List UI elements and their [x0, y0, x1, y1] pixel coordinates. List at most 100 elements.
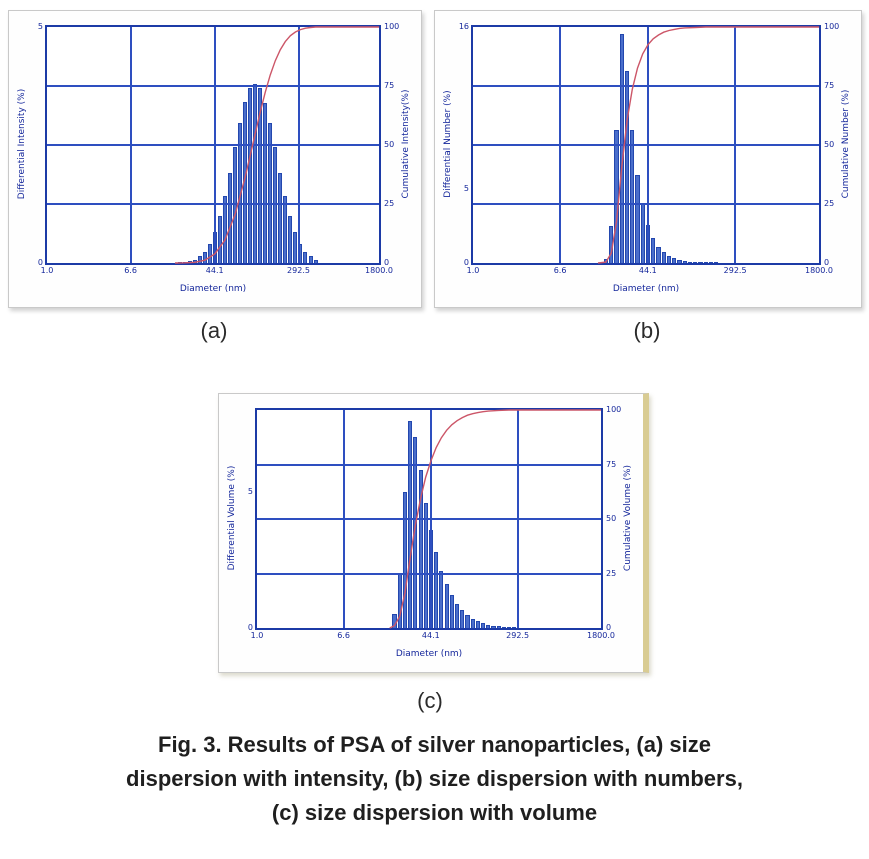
panel-label-b: (b) — [633, 318, 661, 343]
gridline-horizontal — [47, 85, 379, 87]
right-tick-label: 100 — [384, 22, 400, 31]
right-tick-label: 25 — [606, 568, 617, 578]
caption-line: (c) size dispersion with volume — [271, 800, 598, 825]
chart-panel-a: Differential Intensity (%) Cumulative In… — [8, 10, 422, 308]
histogram-bar — [481, 623, 486, 628]
left-tick-label: 16 — [458, 22, 469, 31]
histogram-bar — [253, 83, 258, 263]
histogram-bar — [708, 262, 714, 263]
caption-line: dispersion with intensity, (b) size disp… — [126, 766, 743, 791]
histogram-bar — [656, 246, 661, 263]
histogram-bar — [714, 262, 719, 263]
histogram-bar — [278, 173, 283, 263]
gridline-horizontal — [47, 203, 379, 205]
histogram-bar — [496, 626, 501, 628]
histogram-bar — [666, 255, 672, 263]
right-tick-label: 100 — [824, 22, 840, 31]
gridline-horizontal — [473, 144, 819, 146]
right-tick-label: 0 — [824, 258, 830, 267]
histogram-bar — [491, 625, 496, 628]
histogram-bar — [439, 570, 444, 628]
x-tick-label: 292.5 — [723, 266, 747, 275]
histogram-bar — [661, 251, 666, 263]
histogram-bar — [202, 251, 207, 263]
right-tick-label: 75 — [606, 459, 617, 469]
histogram-bar — [243, 102, 248, 263]
caption-line: Fig. 3. Results of PSA of silver nanopar… — [158, 732, 711, 757]
left-axis-title: Differential Number (%) — [443, 90, 453, 198]
histogram-bar — [248, 88, 253, 263]
histogram-bar — [455, 603, 460, 628]
histogram-bar — [486, 624, 491, 628]
histogram-bar — [444, 584, 449, 628]
panel-label-c: (c) — [417, 688, 443, 713]
histogram-bar — [233, 147, 237, 263]
x-tick-label: 292.5 — [287, 266, 310, 275]
left-tick-label: 0 — [463, 258, 469, 267]
histogram-bar — [288, 216, 293, 263]
histogram-bar — [413, 437, 418, 628]
x-tick-label: 1.0 — [250, 631, 264, 640]
histogram-bar — [640, 204, 645, 263]
right-tick-label: 25 — [824, 199, 835, 208]
left-axis-title: Differential Volume (%) — [227, 465, 237, 571]
x-tick-label: 44.1 — [638, 266, 657, 275]
figure-caption: Fig. 3. Results of PSA of silver nanopar… — [20, 728, 849, 830]
histogram-bar — [603, 258, 609, 263]
gridline-horizontal — [257, 572, 601, 575]
right-tick-label: 75 — [824, 81, 835, 90]
x-tick-label: 6.6 — [124, 266, 137, 275]
x-axis-title: Diameter (nm) — [395, 649, 463, 659]
histogram-bar — [614, 130, 619, 263]
plot-area: 1.0 6.6 44.1 292.5 1800.0 0 5 0 25 50 75 100 — [38, 22, 399, 275]
histogram-bar — [217, 216, 222, 263]
histogram-bar — [693, 262, 698, 263]
histogram-bar — [651, 237, 656, 263]
histogram-bar — [402, 491, 407, 628]
panel-label-a: (a) — [200, 318, 228, 343]
x-tick-label: 6.6 — [553, 266, 567, 275]
right-tick-label: 25 — [384, 199, 395, 208]
histogram-bar — [418, 470, 423, 628]
histogram-bar — [397, 573, 402, 628]
histogram-bar — [207, 243, 212, 263]
histogram-bar — [624, 71, 630, 263]
histogram-bar — [703, 262, 708, 263]
x-tick-label: 1.0 — [40, 266, 54, 275]
histogram-bar — [677, 259, 682, 263]
histogram-bar — [630, 130, 635, 263]
histogram-bar — [313, 259, 318, 263]
x-tick-label: 44.1 — [421, 631, 440, 640]
chart-panel-b: Differential Number (%) Cumulative Numbe… — [434, 10, 862, 308]
histogram-bar — [273, 147, 278, 263]
histogram-bar — [423, 502, 428, 628]
gridline-horizontal — [473, 85, 819, 87]
left-tick-label: 0 — [37, 258, 43, 267]
histogram-bar — [434, 551, 439, 628]
histogram-bar — [619, 34, 624, 263]
x-tick-label: 1800.0 — [365, 266, 393, 275]
histogram-bar — [609, 226, 614, 263]
plot-area: 1.0 6.6 44.1 292.5 1800.0 0 5 0 25 50 75 100 — [248, 405, 621, 640]
histogram-bar — [392, 614, 397, 628]
histogram-bar — [635, 174, 640, 263]
histogram-bar — [228, 172, 232, 263]
x-axis-title: Diameter (nm) — [179, 284, 247, 294]
histogram-bar — [303, 251, 308, 263]
histogram-bar — [682, 260, 687, 263]
histogram-bar — [475, 621, 480, 628]
histogram-bar — [187, 261, 192, 263]
x-tick-label: 1800.0 — [587, 631, 615, 640]
right-tick-label: 50 — [384, 140, 395, 149]
x-tick-label: 292.5 — [506, 631, 530, 640]
histogram-bar — [672, 257, 677, 263]
histogram-bar — [470, 618, 475, 628]
gridline-horizontal — [257, 518, 601, 520]
histogram-bar — [283, 196, 288, 263]
right-tick-label: 0 — [606, 623, 612, 632]
left-tick-label: 5 — [247, 486, 253, 496]
histogram-bar — [408, 420, 413, 628]
histogram-bar — [501, 626, 506, 628]
histogram-bar — [687, 261, 693, 263]
